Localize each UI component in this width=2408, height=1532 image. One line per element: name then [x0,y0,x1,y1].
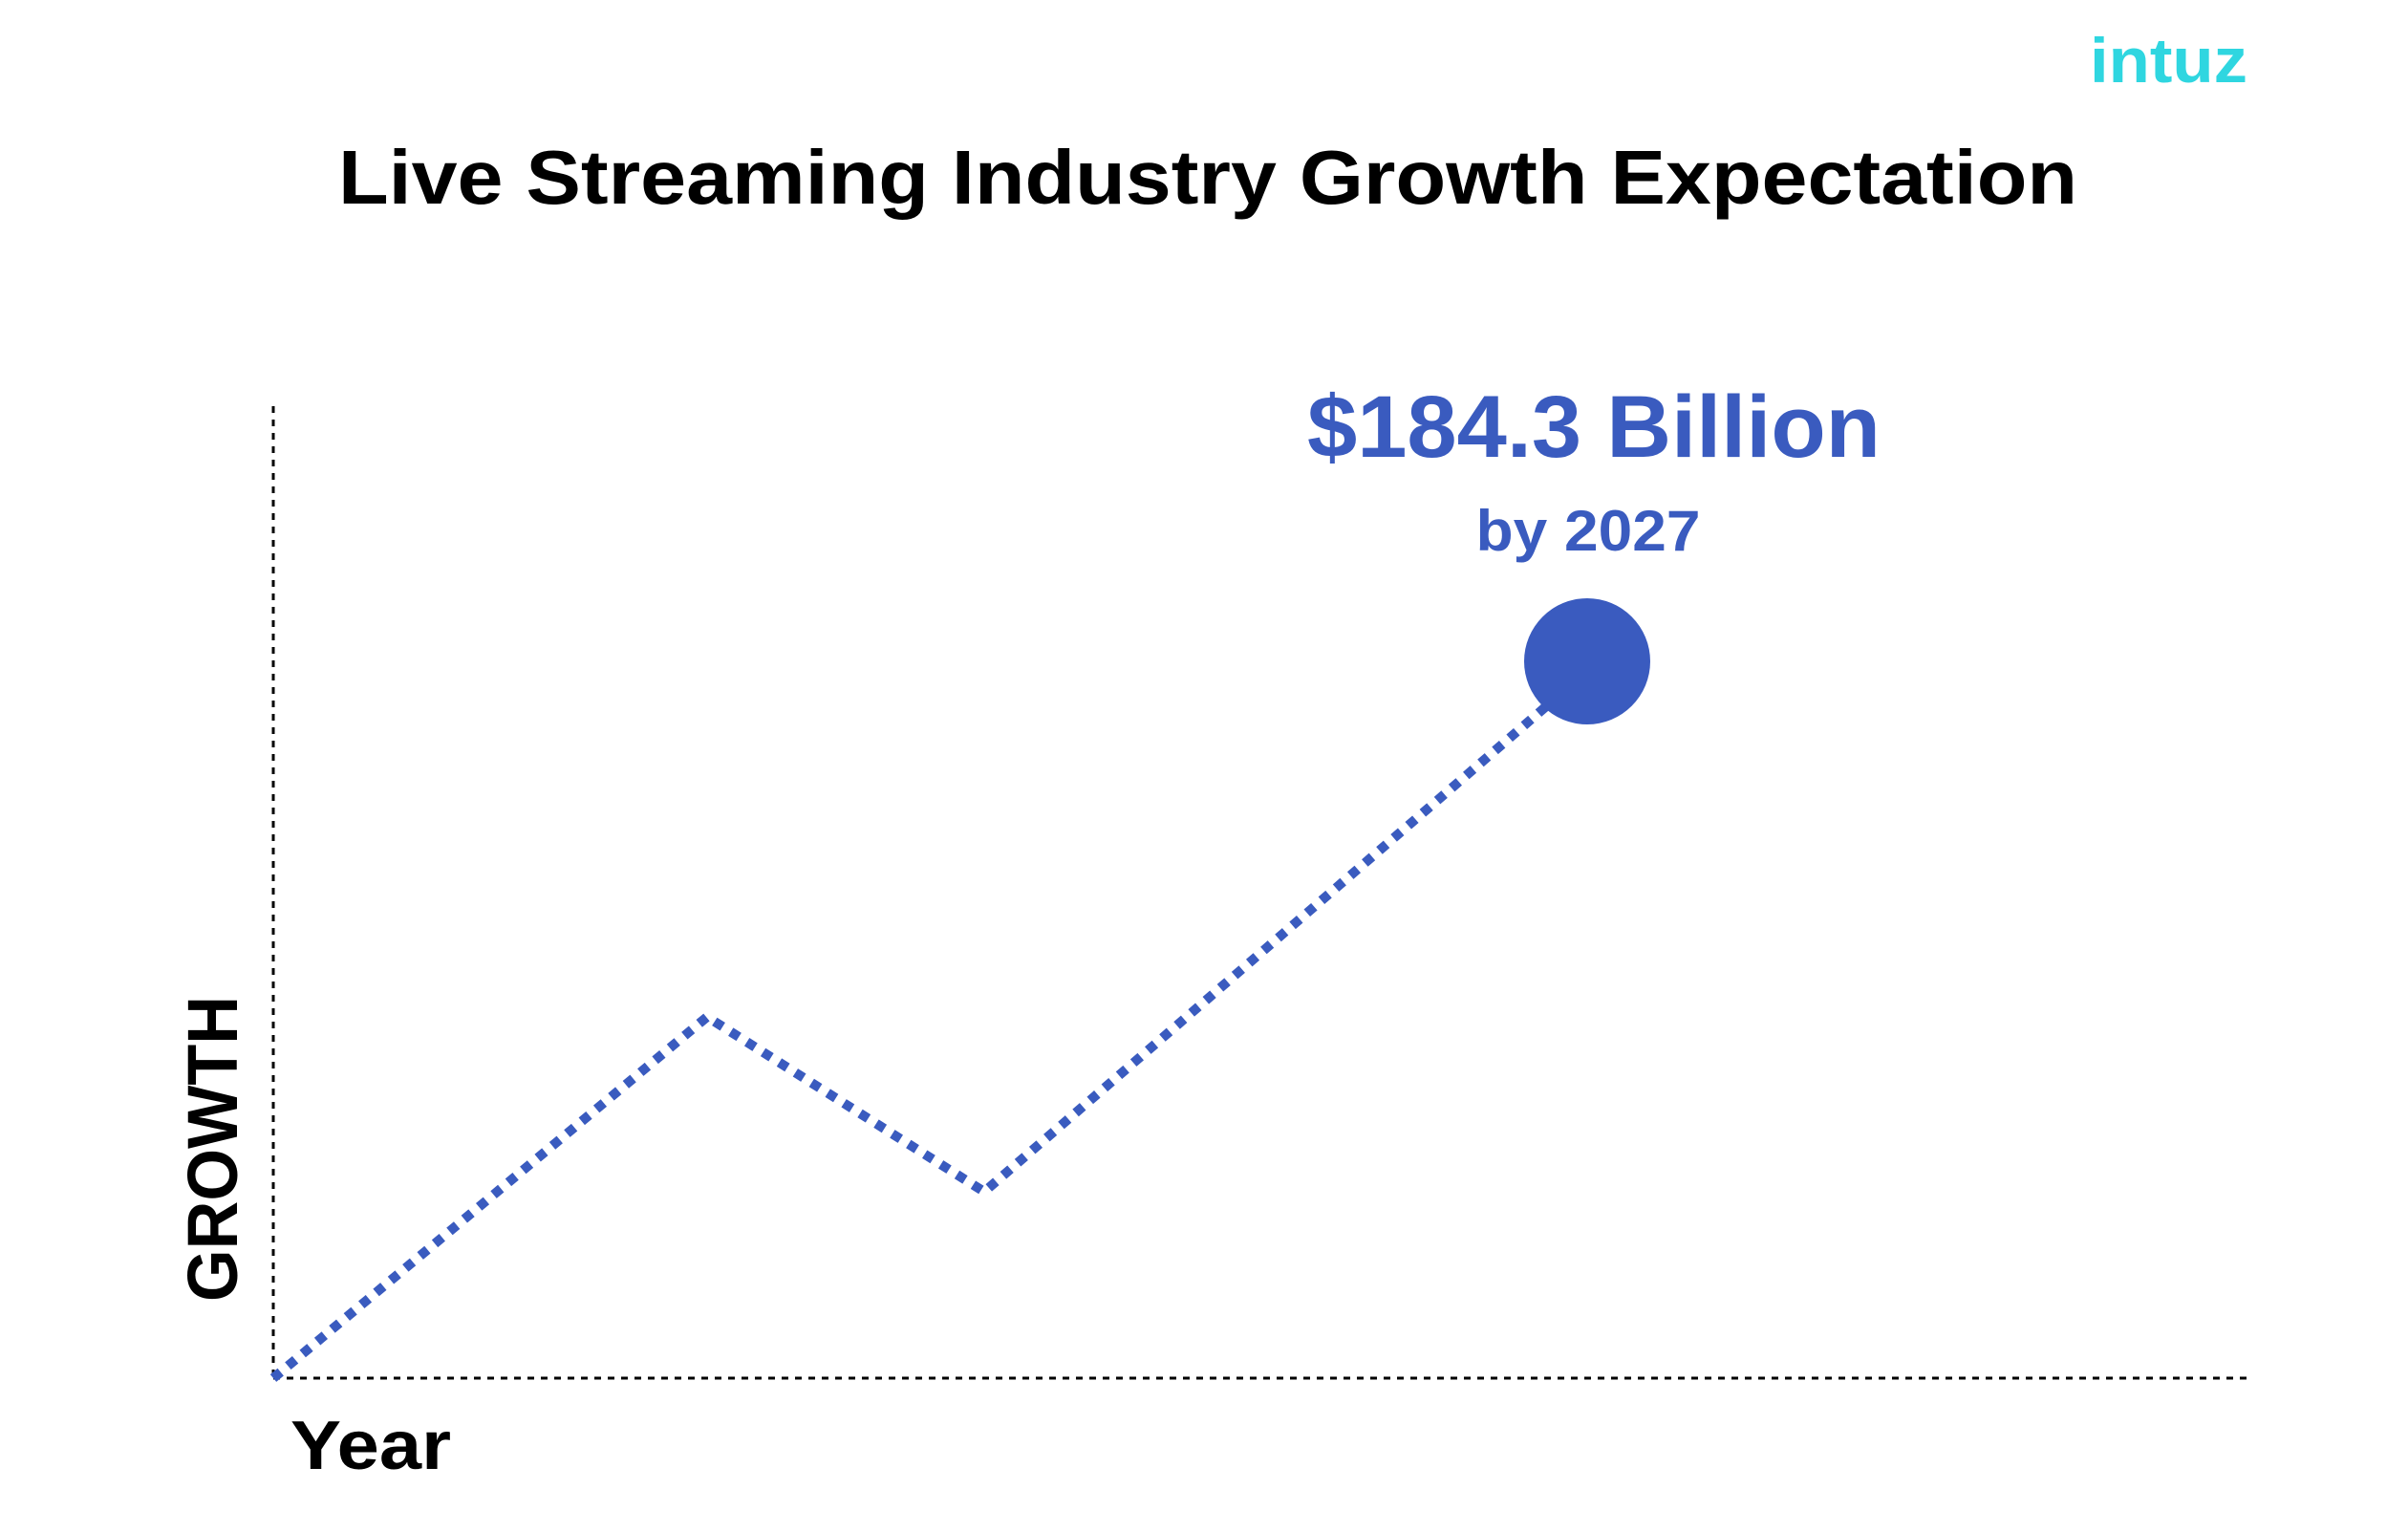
x-axis-label: Year [290,1408,451,1484]
annotation-period: by 2027 [1476,499,1701,563]
logo: intuz [2090,25,2247,96]
annotation-value: $184.3 Billion [1307,378,1881,476]
growth-line [269,698,1556,1382]
target-point [1524,598,1650,724]
y-axis-label: GROWTH [173,996,252,1302]
title: Live Streaming Industry Growth Expectati… [338,135,2077,220]
